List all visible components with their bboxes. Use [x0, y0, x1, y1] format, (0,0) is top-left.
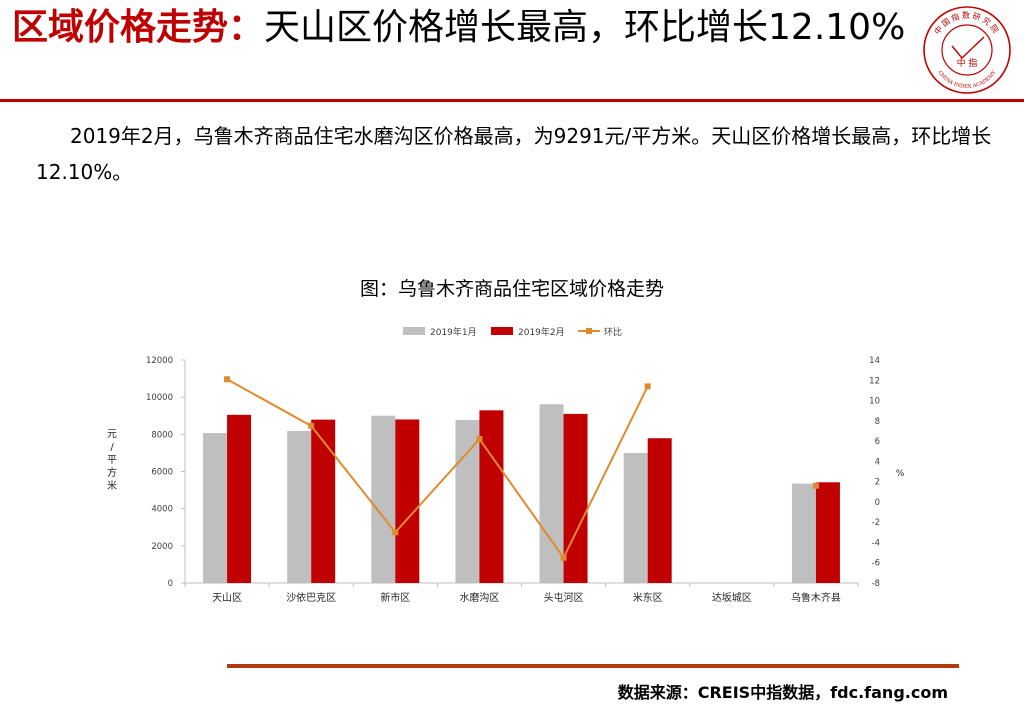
right-tick-label: 8: [875, 417, 880, 427]
summary-text: 2019年2月，乌鲁木齐商品住宅水磨沟区价格最高，为9291元/平方米。天山区价…: [36, 124, 992, 184]
category-label: 新市区: [380, 591, 410, 604]
source-divider: [227, 664, 959, 668]
category-label: 沙依巴克区: [286, 591, 336, 604]
logo-check-mark: [951, 36, 985, 60]
mom-point: [224, 376, 231, 383]
bar-2019-feb: [563, 413, 588, 583]
left-tick-label: 6000: [151, 468, 173, 478]
right-tick-label: -4: [872, 538, 880, 548]
legend-label-mom: 环比: [604, 326, 622, 338]
left-tick-label: 8000: [151, 430, 173, 440]
right-tick-label: -2: [872, 518, 880, 528]
legend-marker-mom: [586, 328, 592, 334]
left-tick-label: 10000: [146, 393, 173, 403]
bar-2019-jan: [623, 452, 648, 583]
bar-2019-jan: [791, 483, 816, 583]
mom-point: [308, 422, 315, 429]
legend-label-feb: 2019年2月: [518, 326, 565, 338]
bar-2019-jan: [455, 420, 480, 583]
legend-swatch-jan: [403, 327, 425, 335]
right-axis-title: %: [896, 469, 905, 479]
mom-point: [392, 529, 399, 536]
mom-point: [812, 482, 819, 489]
mom-line: [226, 378, 649, 560]
category-label: 水磨沟区: [459, 591, 499, 604]
data-source: 数据来源：CREIS中指数据，fdc.fang.com: [617, 683, 948, 702]
left-axis-title-char: 元: [107, 429, 117, 440]
bar-2019-feb: [395, 419, 420, 583]
left-tick-label: 12000: [146, 356, 173, 366]
left-axis-title-char: /: [110, 442, 114, 453]
title-rest: 天山区价格增长最高，环比增长12.10%: [264, 7, 906, 48]
right-tick-label: 12: [869, 376, 880, 386]
category-label: 达坂城区: [712, 592, 752, 604]
right-tick-label: 4: [875, 457, 880, 467]
category-label: 乌鲁木齐县: [791, 591, 841, 604]
title-divider: [0, 99, 1024, 102]
category-label: 天山区: [212, 592, 242, 604]
right-tick-label: -6: [872, 559, 880, 569]
logo-center-text: 中 指: [957, 57, 978, 69]
mom-point: [644, 383, 651, 390]
right-tick-label: -8: [872, 579, 880, 589]
legend-swatch-feb: [491, 327, 513, 335]
mom-point: [476, 436, 483, 443]
bar-2019-feb: [479, 410, 504, 583]
bar-2019-jan: [539, 404, 564, 583]
bar-2019-jan: [371, 415, 396, 583]
right-tick-label: 2: [875, 478, 880, 488]
bar-2019-jan: [203, 433, 228, 583]
bar-2019-feb: [815, 482, 840, 583]
left-tick-label: 2000: [151, 542, 173, 552]
right-tick-label: 0: [875, 498, 880, 508]
china-index-academy-logo: 中国指数研究院 CHINA INDEX ACADEMY 中 指: [923, 6, 1011, 94]
slide-title: 区域价格走势：天山区价格增长最高，环比增长12.10%: [12, 6, 917, 50]
bar-2019-feb: [647, 438, 672, 583]
category-label: 米东区: [633, 591, 663, 604]
left-axis-title-char: 米: [107, 479, 117, 492]
chart-heading: 图：乌鲁木齐商品住宅区域价格走势: [359, 278, 664, 300]
right-tick-label: 14: [869, 356, 880, 366]
price-trend-chart: 0 2000 4000 6000 8000 10000 12000 -8 -6 -4 -2 0 2 4 6 8…: [107, 326, 905, 604]
left-axis-title-char: 平: [107, 455, 117, 466]
bar-2019-jan: [287, 430, 312, 583]
left-axis-title-char: 方: [107, 466, 117, 479]
mom-point: [560, 554, 567, 561]
category-label: 头屯河区: [544, 591, 584, 604]
title-highlight: 区域价格走势：: [12, 7, 265, 48]
left-tick-label: 0: [168, 579, 173, 589]
right-tick-label: 6: [875, 437, 880, 447]
left-tick-label: 4000: [151, 505, 173, 515]
bar-2019-feb: [227, 414, 252, 583]
legend-label-jan: 2019年1月: [430, 326, 477, 338]
bar-2019-feb: [311, 419, 336, 583]
right-tick-label: 10: [869, 397, 880, 407]
